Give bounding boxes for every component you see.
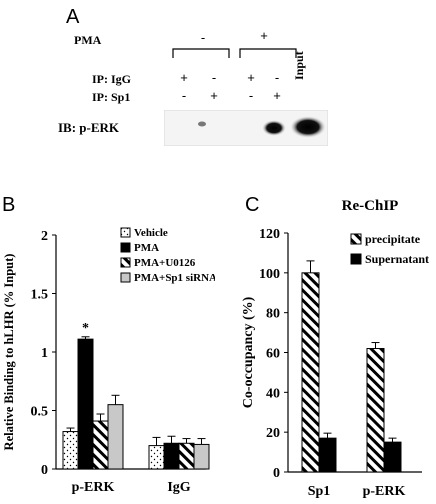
- bar-p-erk-3: [107, 404, 124, 470]
- x-category-label: IgG: [167, 480, 190, 495]
- sp1-sign-4: +: [273, 88, 281, 103]
- pma-plus-sign: +: [260, 28, 268, 43]
- x-category-label: Sp1: [308, 484, 331, 499]
- y-tick-label: 20: [266, 426, 280, 441]
- legend-label: PMA+Sp1 siRNA: [134, 272, 215, 284]
- legend-swatch: [120, 257, 131, 268]
- bar-p-erk-0: [62, 431, 79, 470]
- ip-sp1-label: IP: Sp1: [92, 90, 131, 104]
- pma-brackets: [172, 48, 297, 58]
- bar-igg-0: [148, 445, 165, 470]
- bar-p-erk-0: [366, 348, 385, 473]
- x-category-label: p-ERK: [72, 480, 115, 495]
- x-category-label: p-ERK: [363, 484, 406, 499]
- y-tick-label: 0: [41, 463, 48, 478]
- sp1-sign-2: +: [210, 88, 218, 103]
- y-axis-label: Co-occupancy (%): [241, 296, 256, 408]
- legend-swatch: [120, 242, 131, 253]
- y-tick-label: 1: [41, 346, 48, 361]
- y-tick-label: 80: [266, 307, 280, 322]
- legend-label: PMA+U0126: [134, 257, 196, 269]
- western-blot-image: [164, 110, 328, 146]
- ib-label: IB: p-ERK: [58, 120, 120, 135]
- bar-igg-3: [193, 443, 210, 470]
- ip-igg-label: IP: IgG: [92, 72, 131, 86]
- igg-sign-1: +: [180, 70, 188, 85]
- pma-label: PMA: [74, 33, 102, 47]
- igg-sign-3: +: [247, 70, 255, 85]
- chart-c: Re-ChIP 0 20 40 60 80 100 120 Co-occupancy (%) Sp…: [241, 198, 429, 499]
- legend-swatch: [120, 272, 131, 283]
- y-tick-label: 40: [266, 386, 280, 401]
- igg-sign-4: -: [274, 70, 280, 85]
- panel-c-letter: C: [245, 194, 260, 216]
- significance-star: *: [82, 321, 89, 336]
- bar-p-erk-1: [77, 338, 94, 470]
- y-tick-label: 1.5: [31, 288, 49, 303]
- y-tick-label: 2: [41, 229, 48, 244]
- legend-label: Vehicle: [134, 227, 168, 239]
- y-tick-label: 120: [259, 227, 280, 242]
- y-tick-label: 60: [266, 347, 280, 362]
- bar-sp1-1: [318, 437, 337, 473]
- panel-a-letter: A: [66, 6, 80, 28]
- igg-sign-2: -: [211, 70, 217, 85]
- y-tick-label: 0.5: [31, 405, 49, 420]
- sp1-sign-3: -: [248, 88, 254, 103]
- y-tick-label: 0: [273, 466, 280, 481]
- chart-b: 0 0.5 1 1.5 2 Relative Binding to hLHR (% Inp…: [2, 227, 215, 495]
- legend-label: precipitate: [365, 232, 421, 246]
- y-tick-label: 100: [259, 267, 280, 282]
- legend-swatch: [120, 227, 131, 238]
- input-label: Input: [292, 51, 306, 80]
- legend-swatch: [350, 233, 362, 245]
- bar-p-erk-1: [383, 441, 402, 473]
- chart-c-title: Re-ChIP: [342, 198, 399, 214]
- legend-label: Supernatant: [365, 252, 429, 266]
- legend-swatch: [350, 253, 362, 265]
- sp1-sign-1: -: [181, 88, 187, 103]
- bar-sp1-0: [301, 272, 320, 473]
- bar-igg-1: [163, 442, 180, 470]
- pma-minus-sign: -: [200, 30, 206, 45]
- bar-igg-2: [178, 442, 195, 470]
- legend-label: PMA: [134, 242, 159, 254]
- panel-b-letter: B: [2, 194, 16, 216]
- y-axis-label: Relative Binding to hLHR (% Input): [2, 254, 16, 451]
- bar-p-erk-2: [92, 420, 109, 470]
